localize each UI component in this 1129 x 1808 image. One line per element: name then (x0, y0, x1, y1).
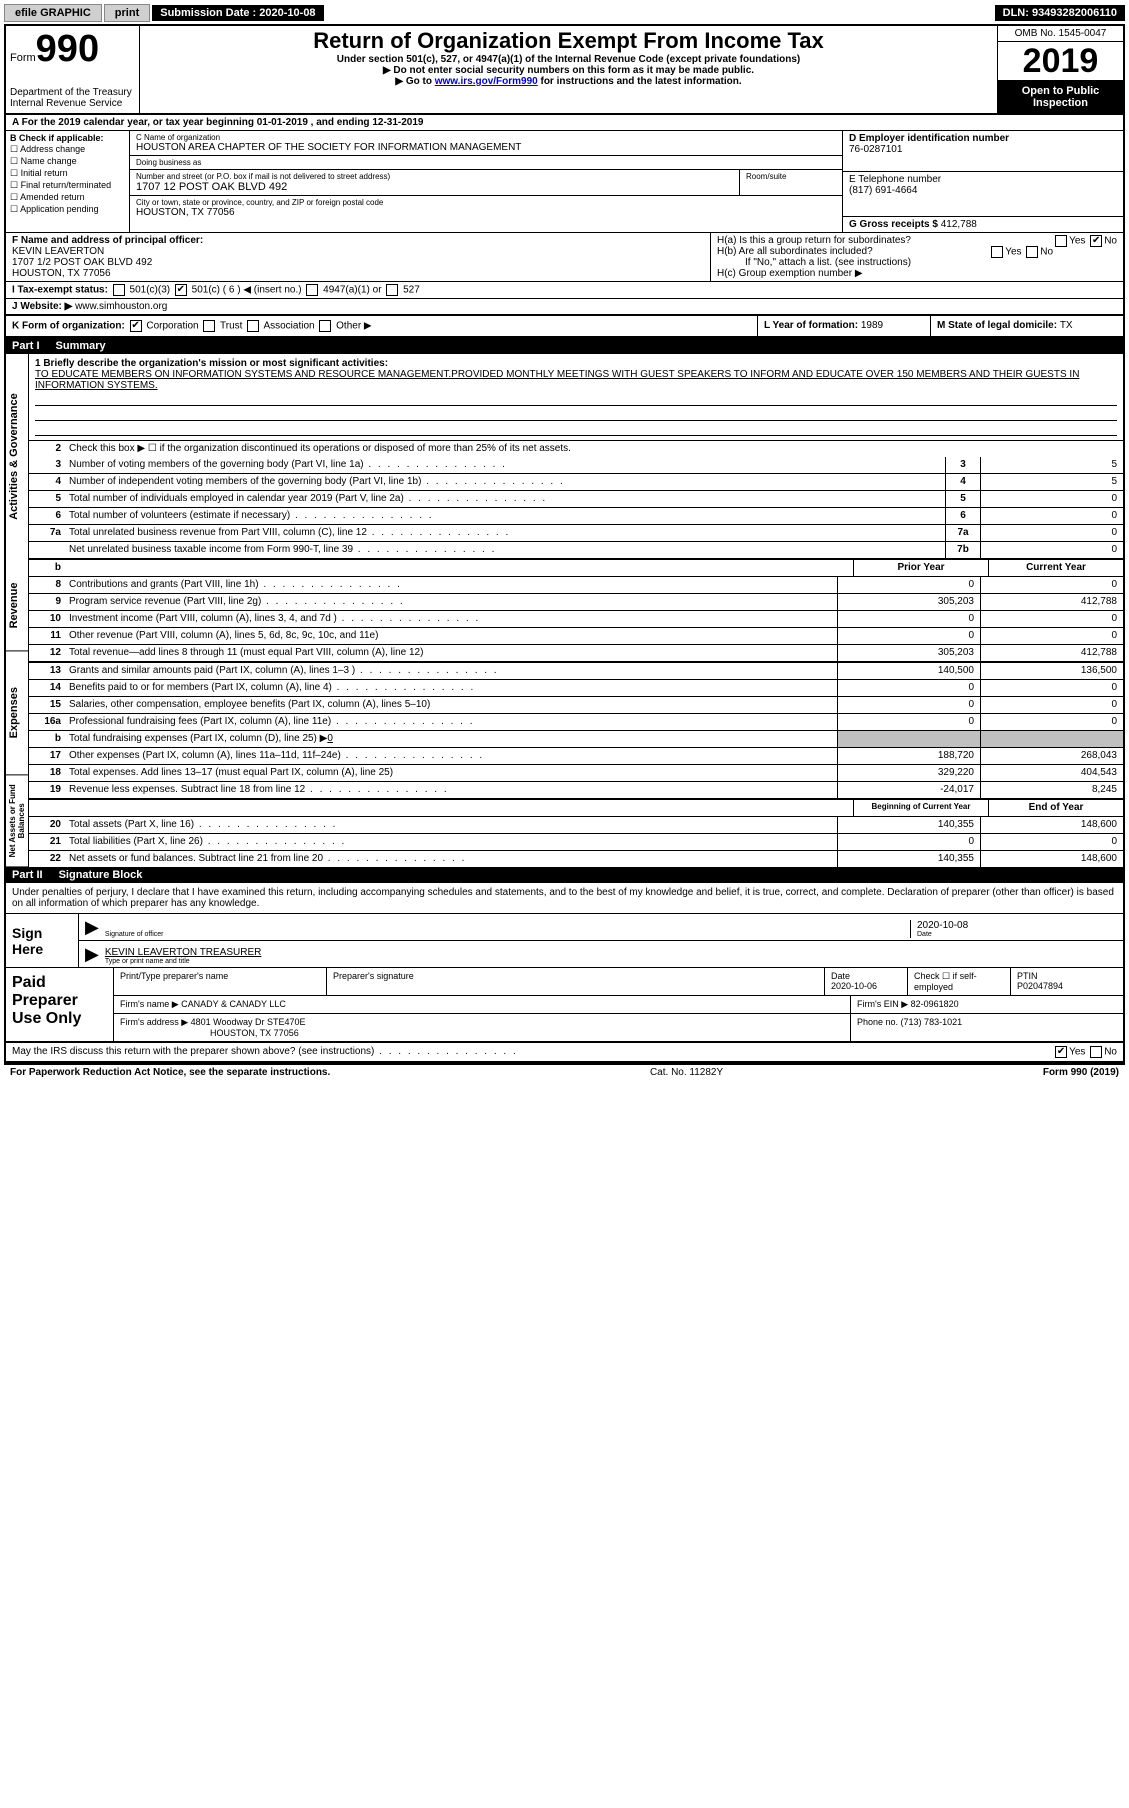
discuss-no[interactable] (1090, 1046, 1102, 1058)
box-c: C Name of organization HOUSTON AREA CHAP… (130, 131, 843, 232)
hb-no[interactable] (1026, 246, 1038, 258)
top-toolbar: efile GRAPHIC print Submission Date : 20… (4, 4, 1125, 22)
addr-val: 1707 12 POST OAK BLVD 492 (136, 181, 733, 193)
dln-label: DLN: 93493282006110 (995, 5, 1125, 21)
chk-pending[interactable]: ☐ Application pending (10, 204, 125, 215)
ha-yes[interactable] (1055, 235, 1067, 247)
line-a: A For the 2019 calendar year, or tax yea… (6, 115, 1123, 131)
form-container: Form990 Department of the Treasury Inter… (4, 24, 1125, 1065)
box-f: F Name and address of principal officer:… (6, 233, 711, 281)
line-k: K Form of organization: Corporation Trus… (6, 316, 1123, 338)
submission-date: Submission Date : 2020-10-08 (152, 5, 323, 21)
form-title: Return of Organization Exempt From Incom… (146, 28, 991, 54)
tab-expenses: Expenses (6, 651, 28, 775)
line-1: 1 Briefly describe the organization's mi… (29, 354, 1123, 441)
org-name-lbl: C Name of organization (136, 133, 836, 142)
print-btn[interactable]: print (104, 4, 150, 22)
header-right: OMB No. 1545-0047 2019 Open to Public In… (997, 26, 1123, 113)
chk-501c3[interactable] (113, 284, 125, 296)
part1-header: Part ISummary (6, 338, 1123, 354)
tab-activities: Activities & Governance (6, 354, 28, 560)
chk-name[interactable]: ☐ Name change (10, 156, 125, 167)
chk-501c[interactable] (175, 284, 187, 296)
ha-no[interactable] (1090, 235, 1102, 247)
chk-other[interactable] (319, 320, 331, 332)
chk-amended[interactable]: ☐ Amended return (10, 192, 125, 203)
sign-here-row: Sign Here ▶ Signature of officer 2020-10… (6, 914, 1123, 968)
form-subtitle: Under section 501(c), 527, or 4947(a)(1)… (146, 54, 991, 65)
discuss-row: May the IRS discuss this return with the… (6, 1043, 1123, 1063)
footer-cat: Cat. No. 11282Y (330, 1067, 1043, 1078)
dept-label: Department of the Treasury Internal Reve… (10, 87, 135, 109)
chk-initial[interactable]: ☐ Initial return (10, 168, 125, 179)
chk-corp[interactable] (130, 320, 142, 332)
preparer-row: Paid Preparer Use Only Print/Type prepar… (6, 968, 1123, 1043)
preparer-label: Paid Preparer Use Only (6, 968, 114, 1041)
gross-val: 412,788 (941, 219, 977, 230)
sig-declaration: Under penalties of perjury, I declare th… (6, 883, 1123, 914)
lines-container: 1 Briefly describe the organization's mi… (29, 354, 1123, 867)
dba-lbl: Doing business as (136, 158, 836, 167)
sig-arrow-icon: ▶ (85, 944, 99, 965)
efile-btn[interactable]: efile GRAPHIC (4, 4, 102, 22)
form-number: Form990 (10, 28, 135, 71)
box-b: B Check if applicable: ☐ Address change … (6, 131, 130, 232)
form-header: Form990 Department of the Treasury Inter… (6, 26, 1123, 115)
footer-left: For Paperwork Reduction Act Notice, see … (10, 1067, 330, 1078)
tab-revenue: Revenue (6, 560, 28, 651)
part2-header: Part IISignature Block (6, 867, 1123, 883)
form-note2: ▶ Go to www.irs.gov/Form990 for instruct… (146, 76, 991, 87)
city-val: HOUSTON, TX 77056 (136, 207, 836, 218)
box-d: D Employer identification number 76-0287… (843, 131, 1123, 232)
sig-arrow-icon: ▶ (85, 917, 99, 938)
tel-lbl: E Telephone number (849, 174, 941, 185)
part1-body: Activities & Governance Revenue Expenses… (6, 354, 1123, 867)
ein-val: 76-0287101 (849, 144, 902, 155)
open-public-badge: Open to Public Inspection (998, 81, 1123, 113)
tax-year: 2019 (998, 42, 1123, 81)
header-center: Return of Organization Exempt From Incom… (140, 26, 997, 113)
org-name: HOUSTON AREA CHAPTER OF THE SOCIETY FOR … (136, 142, 836, 153)
side-tabs: Activities & Governance Revenue Expenses… (6, 354, 29, 867)
line-i: I Tax-exempt status: 501(c)(3) 501(c) ( … (6, 282, 1123, 299)
chk-trust[interactable] (203, 320, 215, 332)
room-lbl: Room/suite (740, 170, 842, 195)
top-info-row: B Check if applicable: ☐ Address change … (6, 131, 1123, 233)
sign-here-label: Sign Here (6, 914, 79, 967)
box-h: H(a) Is this a group return for subordin… (711, 233, 1123, 281)
city-lbl: City or town, state or province, country… (136, 198, 836, 207)
page-footer: For Paperwork Reduction Act Notice, see … (4, 1065, 1125, 1080)
header-left: Form990 Department of the Treasury Inter… (6, 26, 140, 113)
ein-lbl: D Employer identification number (849, 133, 1009, 144)
tel-val: (817) 691-4664 (849, 185, 917, 196)
form-note1: ▶ Do not enter social security numbers o… (146, 65, 991, 76)
chk-assoc[interactable] (247, 320, 259, 332)
line-j: J Website: ▶ www.simhouston.org (6, 299, 1123, 316)
row-f-h: F Name and address of principal officer:… (6, 233, 1123, 282)
discuss-yes[interactable] (1055, 1046, 1067, 1058)
chk-address[interactable]: ☐ Address change (10, 144, 125, 155)
signature-block: Under penalties of perjury, I declare th… (6, 883, 1123, 1063)
tab-netassets: Net Assets or Fund Balances (6, 776, 28, 867)
irs-link[interactable]: www.irs.gov/Form990 (435, 76, 538, 87)
hb-yes[interactable] (991, 246, 1003, 258)
chk-4947[interactable] (306, 284, 318, 296)
addr-lbl: Number and street (or P.O. box if mail i… (136, 172, 733, 181)
chk-527[interactable] (386, 284, 398, 296)
gross-lbl: G Gross receipts $ (849, 219, 941, 230)
omb-number: OMB No. 1545-0047 (998, 26, 1123, 42)
chk-final[interactable]: ☐ Final return/terminated (10, 180, 125, 191)
footer-form: Form 990 (2019) (1043, 1067, 1119, 1078)
